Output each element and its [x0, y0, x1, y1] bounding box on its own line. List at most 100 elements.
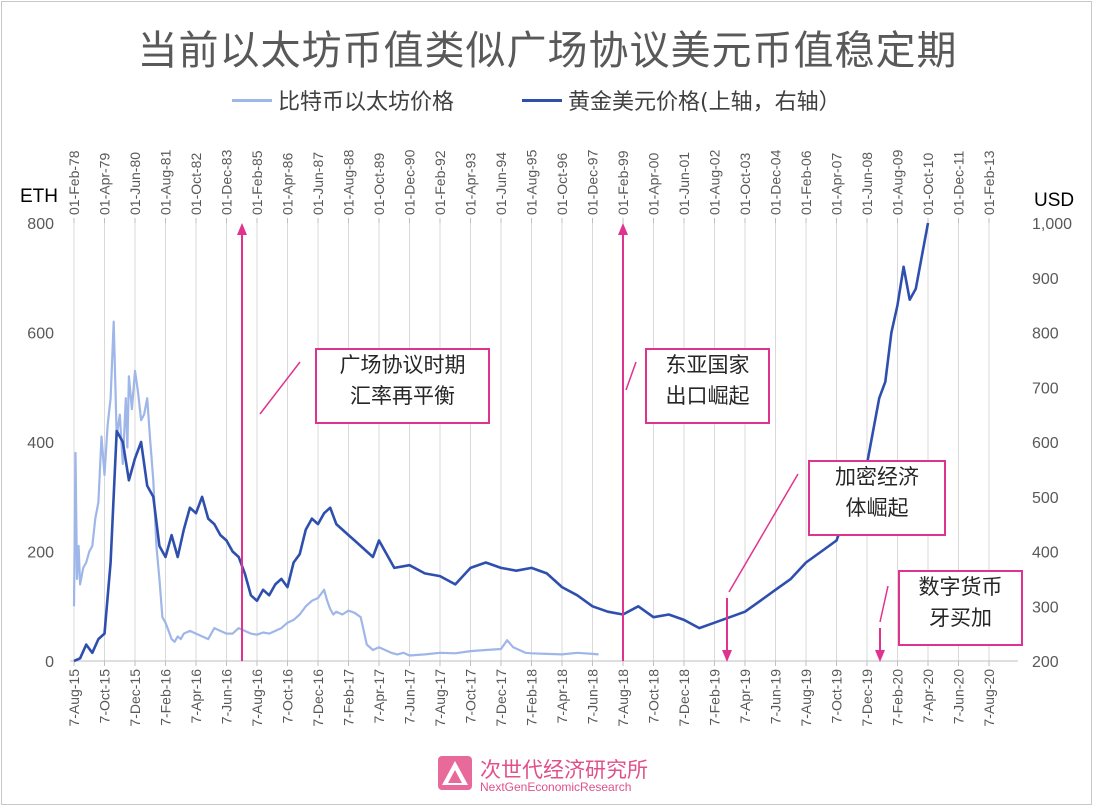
- top-tick-label: 01-Apr-86: [280, 153, 296, 215]
- bottom-tick-label: 7-Aug-19: [798, 669, 814, 727]
- chart-title: 当前以太坊币值类似广场协议美元币值稳定期: [137, 28, 958, 74]
- annotation-east-asia: 东亚国家 出口崛起: [645, 348, 770, 424]
- right-tick-label: 700: [1032, 380, 1059, 397]
- top-axis-ticks: 01-Feb-78 01-Apr-79 01-Jun-80 01-Aug-81 01-O…: [66, 149, 997, 223]
- top-tick-label: 01-Apr-93: [463, 153, 479, 215]
- bottom-tick-label: 7-Apr-20: [920, 669, 936, 724]
- watermark-logo: 次世代经济研究所 NextGenEconomicResearch: [438, 750, 668, 798]
- bottom-tick-label: 7-Dec-17: [493, 669, 509, 727]
- bottom-tick-label: 7-Jun-18: [585, 669, 601, 724]
- right-axis-unit: USD: [1034, 190, 1075, 211]
- top-tick-label: 01-Apr-00: [646, 153, 662, 215]
- legend-label-bitcoin-eth: 比特币以太坊价格: [278, 90, 455, 115]
- bottom-tick-label: 7-Jun-19: [768, 669, 784, 724]
- arrow-east-asia-head: [618, 223, 628, 235]
- annotation-digital-line1: 数字货币: [918, 575, 1003, 599]
- arrow-crypto-head: [722, 650, 732, 662]
- top-tick-label: 01-Jun-80: [127, 152, 143, 215]
- bottom-tick-label: 7-Oct-18: [646, 669, 662, 724]
- top-tick-label: 01-Oct-03: [737, 153, 753, 215]
- top-tick-label: 01-Aug-09: [890, 149, 906, 215]
- bottom-tick-label: 7-Dec-19: [859, 669, 875, 727]
- bottom-tick-label: 7-Jun-20: [951, 669, 967, 724]
- top-tick-label: 01-Oct-10: [920, 153, 936, 215]
- bottom-tick-label: 7-Dec-15: [127, 669, 143, 727]
- bottom-tick-label: 7-Oct-15: [97, 669, 113, 724]
- grid-layer: [70, 223, 1018, 662]
- right-tick-label: 300: [1032, 599, 1059, 616]
- bottom-tick-label: 7-Jun-16: [219, 669, 235, 724]
- bottom-tick-label: 7-Jun-17: [402, 669, 418, 724]
- top-tick-label: 01-Aug-02: [707, 149, 723, 215]
- bottom-tick-label: 7-Oct-16: [280, 669, 296, 724]
- bottom-tick-label: 7-Apr-16: [188, 669, 204, 724]
- top-tick-label: 01-Feb-78: [66, 150, 82, 215]
- series-layer: [72, 222, 930, 663]
- bottom-tick-label: 7-Feb-19: [707, 669, 723, 726]
- series-line-bitcoin-eth: [72, 320, 599, 657]
- annotation-east-asia-line2: 出口崛起: [665, 384, 750, 408]
- annotation-plaza: 广场协议时期 汇率再平衡: [315, 348, 490, 424]
- bottom-axis-ticks: 7-Aug-15 7-Oct-15 7-Dec-15 7-Feb-16 7-Apr-16…: [66, 661, 997, 727]
- annotation-crypto-line1: 加密经济: [835, 465, 919, 489]
- bottom-tick-label: 7-Aug-17: [432, 669, 448, 727]
- logo-name-en: NextGenEconomicResearch: [480, 780, 632, 794]
- left-axis-ticks: 0 200 400 600 800: [27, 216, 54, 671]
- right-axis-ticks: 200 300 400 500 600 700 800 900 1,000: [1032, 216, 1072, 671]
- bottom-tick-label: 7-Apr-18: [554, 669, 570, 724]
- arrow-digital-head: [875, 650, 885, 662]
- right-tick-label: 900: [1032, 271, 1059, 288]
- arrow-plaza-head: [237, 223, 247, 235]
- top-tick-label: 01-Dec-04: [768, 149, 784, 215]
- right-tick-label: 800: [1032, 326, 1059, 343]
- annotation-digital: 数字货币 牙买加: [898, 570, 1023, 646]
- top-tick-label: 01-Feb-06: [798, 150, 814, 215]
- right-tick-label: 500: [1032, 490, 1059, 507]
- top-tick-label: 01-Feb-99: [615, 150, 631, 215]
- right-tick-label: 200: [1032, 654, 1059, 671]
- annotation-east-asia-line1: 东亚国家: [665, 353, 750, 377]
- top-tick-label: 01-Jun-94: [493, 152, 509, 215]
- top-tick-label: 01-Dec-90: [402, 149, 418, 215]
- top-tick-label: 01-Aug-88: [341, 149, 357, 215]
- top-tick-label: 01-Feb-85: [249, 150, 265, 215]
- bottom-tick-label: 7-Feb-17: [341, 669, 357, 726]
- right-tick-label: 1,000: [1032, 216, 1072, 233]
- bottom-tick-label: 7-Apr-17: [371, 669, 387, 724]
- top-tick-label: 01-Apr-07: [829, 153, 845, 215]
- logo-name-cn: 次世代经济研究所: [480, 758, 648, 782]
- annotation-crypto-line2: 体崛起: [845, 496, 909, 520]
- leader-digital: [879, 585, 889, 623]
- bottom-tick-label: 7-Feb-16: [158, 669, 174, 726]
- top-tick-label: 01-Aug-95: [524, 149, 540, 215]
- logo-icon: [438, 756, 472, 790]
- legend-label-gold-usd: 黄金美元价格(上轴，右轴）: [568, 90, 841, 115]
- annotation-plaza-line1: 广场协议时期: [339, 353, 466, 377]
- bottom-tick-label: 7-Dec-16: [310, 669, 326, 727]
- top-tick-label: 01-Oct-89: [371, 153, 387, 215]
- left-axis-unit: ETH: [20, 186, 58, 207]
- left-tick-label: 0: [45, 654, 54, 671]
- legend-item-bitcoin-eth: 比特币以太坊价格: [232, 84, 454, 116]
- bottom-tick-label: 7-Aug-18: [615, 669, 631, 727]
- bottom-tick-label: 7-Feb-18: [524, 669, 540, 726]
- top-tick-label: 01-Oct-82: [188, 153, 204, 215]
- top-tick-label: 01-Feb-92: [432, 150, 448, 215]
- left-tick-label: 200: [27, 545, 54, 562]
- right-tick-label: 400: [1032, 545, 1059, 562]
- annotation-arrows: [237, 223, 889, 662]
- leader-crypto: [728, 473, 799, 593]
- top-tick-label: 01-Apr-79: [97, 153, 113, 215]
- annotation-digital-line2: 牙买加: [929, 606, 992, 630]
- top-tick-label: 01-Feb-13: [981, 150, 997, 215]
- bottom-tick-label: 7-Feb-20: [890, 669, 906, 726]
- bottom-tick-label: 7-Aug-15: [66, 669, 82, 727]
- right-tick-label: 600: [1032, 435, 1059, 452]
- series-line-gold-usd: [73, 222, 930, 663]
- top-tick-label: 01-Dec-83: [219, 149, 235, 215]
- bottom-tick-label: 7-Aug-16: [249, 669, 265, 727]
- bottom-tick-label: 7-Aug-20: [981, 669, 997, 727]
- bottom-tick-label: 7-Apr-19: [737, 669, 753, 724]
